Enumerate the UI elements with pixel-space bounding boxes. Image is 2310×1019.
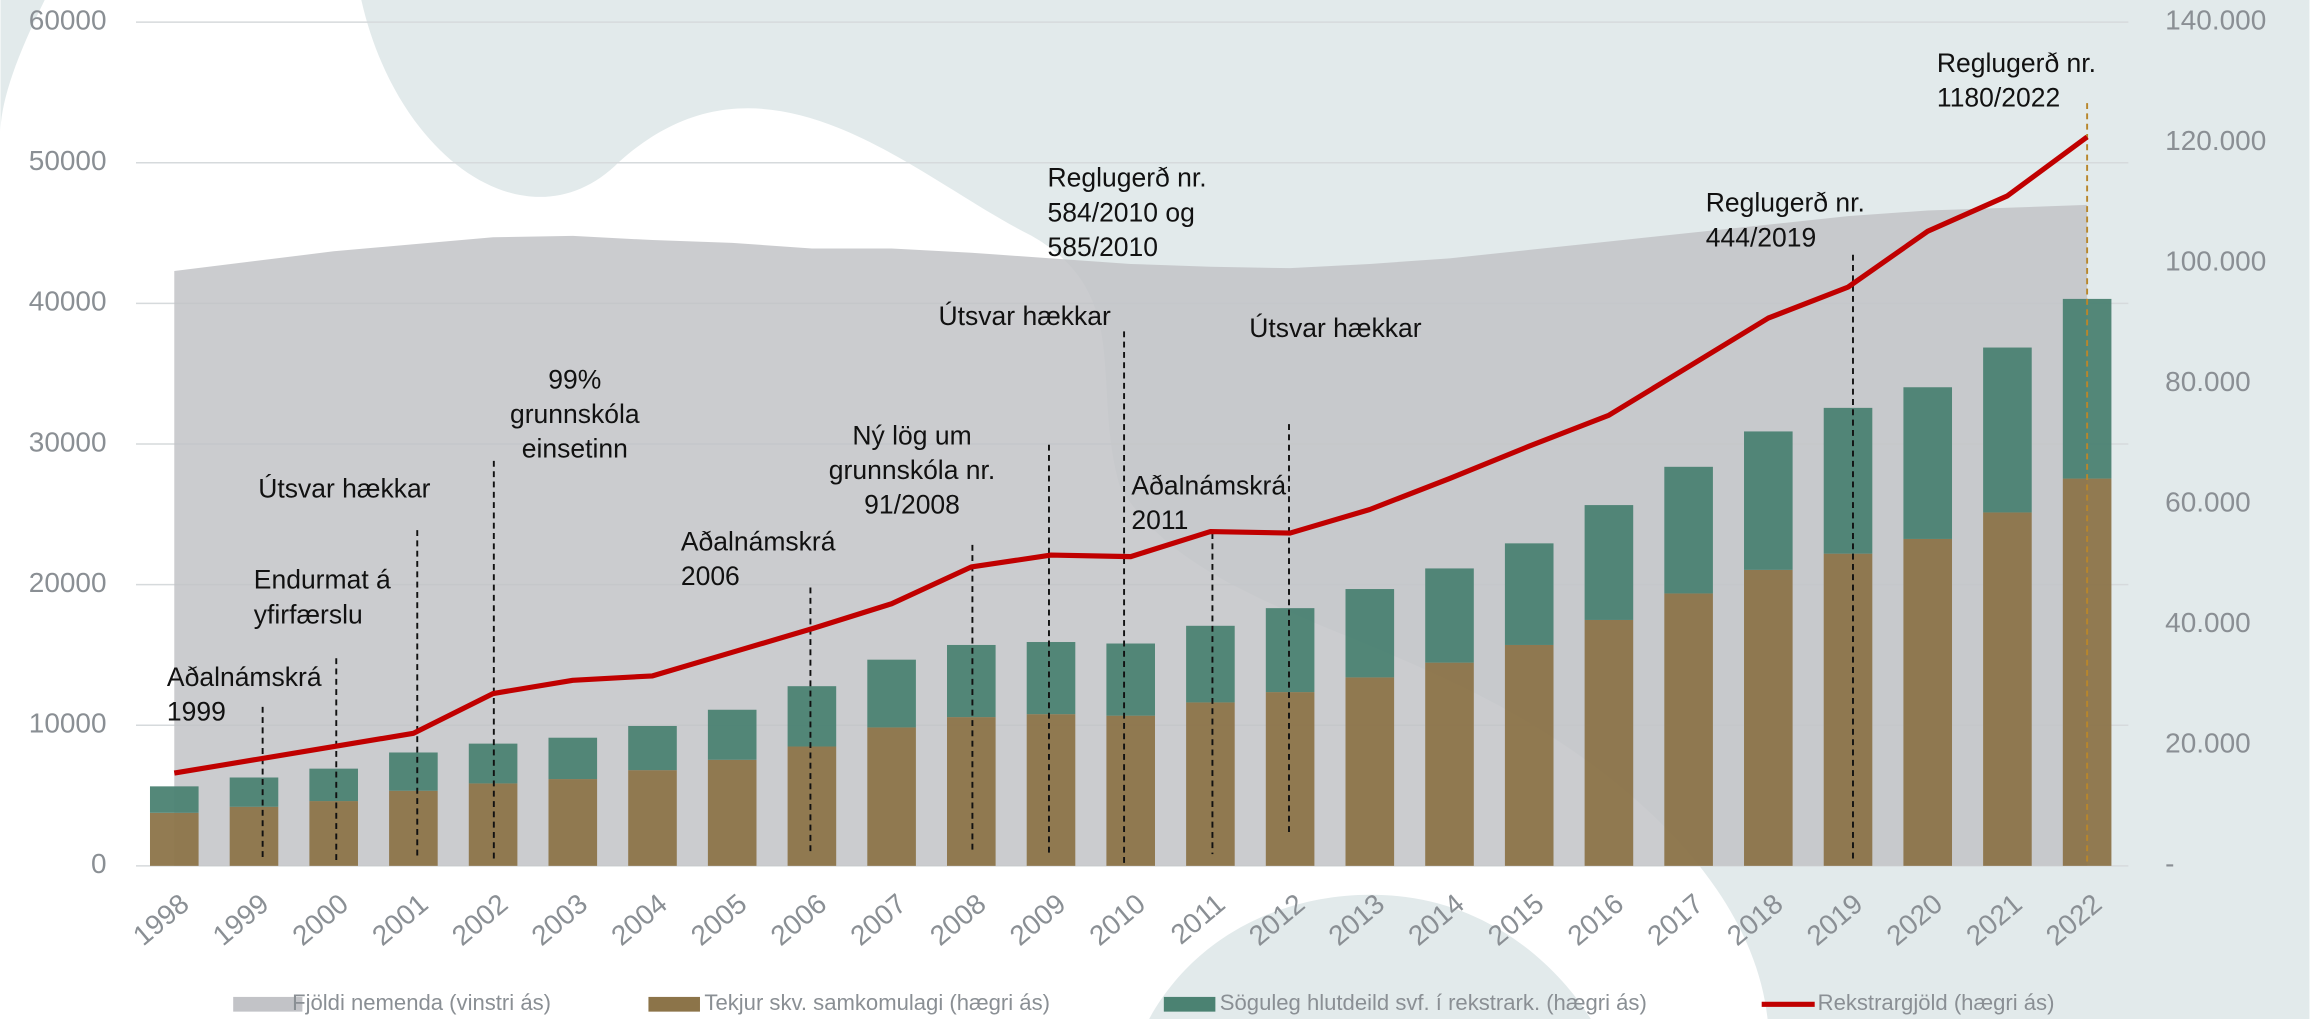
y2-tick-label: 40.000	[2165, 607, 2251, 638]
annotation-text: Aðalnámskrá	[167, 662, 322, 692]
bar	[1345, 589, 1395, 678]
bar	[787, 746, 837, 866]
bar	[1106, 715, 1155, 866]
annotation-text: Útsvar hækkar	[258, 473, 430, 503]
bar	[1504, 543, 1554, 645]
bar	[1186, 702, 1235, 866]
legend-swatch	[648, 996, 700, 1012]
annotation-text: Reglugerð nr.	[1706, 188, 1865, 218]
plot-area: 0 10000 20000 30000 40000 50000 60000 - 20.000 40…	[29, 4, 2267, 1015]
bar	[1584, 619, 1634, 866]
annotation-text: 1180/2022	[1937, 82, 2060, 112]
y2-tick-label: 140.000	[2165, 4, 2266, 35]
annotation-text: Aðalnámskrá	[1131, 470, 1286, 500]
y2-tick-label: 100.000	[2165, 246, 2266, 277]
annotation-text: einsetinn	[522, 434, 628, 464]
annotation-text: Útsvar hækkar	[1249, 313, 1421, 343]
bar	[1345, 677, 1395, 866]
bar	[628, 770, 677, 866]
bar	[548, 737, 598, 780]
annotation-text: Aðalnámskrá	[681, 526, 836, 556]
bar	[1026, 642, 1076, 715]
annotation-text: 2006	[681, 561, 740, 591]
annotation-text: 2011	[1131, 505, 1188, 535]
y-tick-label: 60000	[29, 4, 107, 35]
bar	[229, 806, 279, 866]
bar	[548, 779, 598, 866]
bar	[1983, 512, 2032, 866]
bar	[1425, 568, 1474, 663]
legend-label: Fjöldi nemenda (vinstri ás)	[292, 990, 551, 1015]
legend-swatch	[233, 996, 303, 1012]
y2-tick-label: 20.000	[2165, 728, 2251, 759]
bar	[1026, 714, 1076, 866]
bar	[149, 812, 199, 866]
legend-label: Söguleg hlutdeild svf. í rekstrark. (hæg…	[1220, 990, 1647, 1015]
annotation-text: 444/2019	[1706, 222, 1817, 252]
legend-label: Rekstrargjöld (hægri ás)	[1818, 990, 2055, 1015]
bar	[1265, 608, 1315, 693]
legend-swatch	[1163, 996, 1216, 1012]
bar	[1823, 553, 1873, 866]
bar	[1186, 625, 1235, 703]
bar	[867, 659, 916, 728]
bar	[1664, 466, 1713, 594]
annotation-text: Ný lög um	[852, 420, 971, 450]
y2-tick-label: -	[2165, 848, 2174, 879]
bar	[1106, 643, 1155, 716]
bar	[309, 768, 358, 802]
bar	[1983, 347, 2032, 513]
bar	[149, 786, 199, 813]
y-tick-label: 10000	[29, 708, 107, 739]
bar	[707, 709, 757, 760]
legend-label: Tekjur skv. samkomulagi (hægri ás)	[704, 990, 1050, 1015]
y2-tick-label: 120.000	[2165, 125, 2266, 156]
bar	[1744, 569, 1793, 866]
bar	[707, 759, 757, 866]
bar	[229, 777, 279, 807]
annotation-text: Reglugerð nr.	[1048, 163, 1207, 193]
annotation-text: 584/2010 og	[1048, 197, 1195, 227]
annotation-text: grunnskóla nr.	[829, 455, 995, 485]
y2-tick-label: 80.000	[2165, 366, 2251, 397]
bar	[1823, 407, 1873, 554]
bar	[1425, 662, 1474, 866]
annotation-text: grunnskóla	[510, 399, 640, 429]
bar	[787, 686, 837, 747]
y2-tick-label: 60.000	[2165, 487, 2251, 518]
line	[173, 134, 2089, 776]
bar	[1903, 538, 1953, 866]
y-tick-label: 50000	[29, 145, 107, 176]
bar	[389, 752, 438, 791]
annotation-text: yfirfærslu	[254, 599, 363, 629]
annotation-text: Endurmat á	[254, 565, 391, 595]
y-tick-label: 40000	[29, 286, 107, 317]
y-tick-label: 30000	[29, 426, 107, 457]
annotation-text: 585/2010	[1048, 232, 1159, 262]
bar	[628, 725, 677, 771]
bar	[2062, 298, 2112, 479]
bar	[309, 801, 358, 866]
bar	[947, 644, 996, 718]
annotation-text: 99%	[548, 364, 601, 394]
annotation-text: 1999	[167, 696, 226, 726]
annotation-text: Reglugerð nr.	[1937, 48, 2096, 78]
y-tick-label: 20000	[29, 567, 107, 598]
y-tick-label: 0	[91, 848, 107, 879]
bar	[389, 790, 438, 866]
annotation-text: 91/2008	[864, 490, 960, 520]
bar	[1265, 692, 1315, 866]
bar	[867, 727, 916, 866]
bar	[1504, 644, 1554, 866]
bar	[1664, 593, 1713, 866]
bar	[1903, 387, 1953, 539]
bar	[947, 717, 996, 866]
bar	[1584, 505, 1634, 620]
annotation-text: Útsvar hækkar	[939, 301, 1111, 331]
bar	[1744, 431, 1793, 570]
